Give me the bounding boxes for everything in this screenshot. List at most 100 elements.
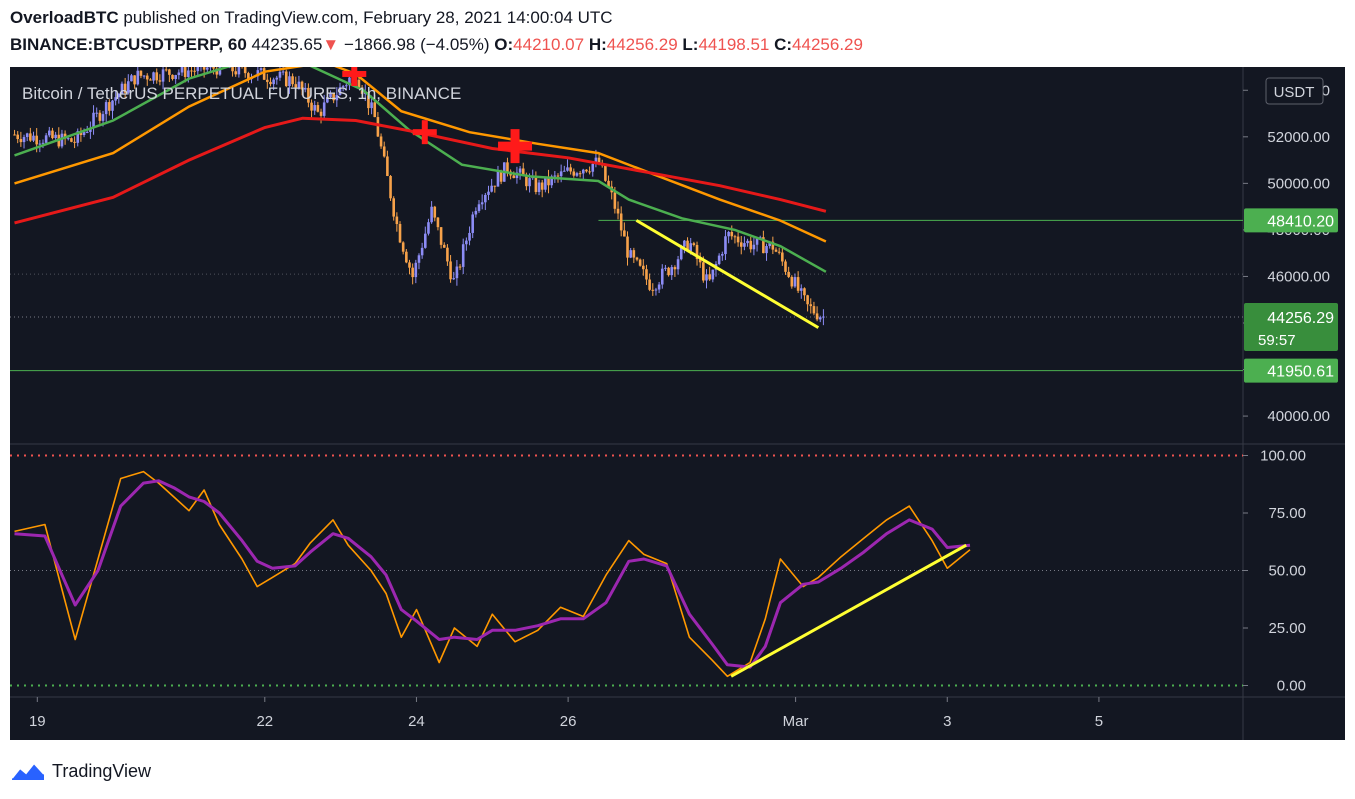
candle-body (629, 250, 632, 258)
candle-body (348, 77, 351, 86)
candle-body (695, 245, 699, 260)
candle-body (215, 68, 219, 75)
candle-body (405, 251, 408, 263)
candle-body (193, 70, 196, 72)
candle-body (534, 176, 538, 192)
osc-axis-label: 100.00 (1260, 448, 1306, 465)
candle-body (632, 250, 636, 258)
candle-body (442, 244, 446, 248)
candle-body (291, 76, 294, 85)
currency-label: USDT (1274, 84, 1315, 101)
candle-body (619, 213, 623, 231)
candle-body (117, 93, 121, 98)
candle-body (218, 67, 222, 75)
candle-body (158, 80, 162, 82)
candle-body (376, 117, 380, 137)
candle-body (427, 222, 430, 234)
candle-body (455, 266, 459, 279)
candle-body (765, 246, 768, 254)
candle-body (66, 138, 70, 140)
candle-body (54, 134, 57, 139)
candle-body (205, 67, 209, 70)
candle-body (133, 75, 136, 85)
author-name[interactable]: OverloadBTC (10, 8, 119, 27)
candle-body (92, 112, 95, 128)
candle-body (345, 85, 348, 87)
candle-body (537, 182, 541, 192)
candle-body (130, 75, 133, 82)
osc-axis-label: 0.00 (1277, 678, 1306, 695)
candle-body (389, 176, 392, 199)
currency-badge (1265, 77, 1324, 105)
candle-body (316, 105, 320, 112)
candle-body (512, 175, 516, 179)
candle-body (468, 232, 471, 241)
high-value: 44256.29 (606, 35, 678, 54)
candle-body (155, 72, 159, 81)
candle-body (164, 69, 168, 71)
candle-body (60, 133, 64, 147)
candle-body (44, 135, 48, 143)
candle-body (29, 133, 32, 141)
candle-body (332, 93, 335, 101)
candle-body (38, 143, 42, 145)
candle-body (449, 261, 452, 280)
candle-body (104, 102, 108, 115)
candle-body (496, 171, 500, 187)
candle-body (259, 68, 263, 71)
price-axis-label: 52000.00 (1267, 129, 1330, 146)
candle-body (98, 112, 102, 121)
candle-body (648, 279, 651, 290)
brand: TradingView (10, 760, 151, 782)
candle-body (812, 306, 816, 314)
candle-body (281, 71, 285, 73)
candle-body (777, 251, 781, 253)
candle-body (95, 112, 98, 114)
candle-body (16, 134, 20, 140)
candle-body (818, 317, 822, 320)
candle-body (329, 93, 332, 98)
time-axis-label: Mar (783, 713, 809, 730)
candle-body (799, 288, 803, 291)
candle-body (392, 198, 396, 217)
candle-body (247, 73, 250, 80)
candle-body (288, 76, 291, 87)
candle-body (367, 92, 370, 109)
publish-header: OverloadBTC published on TradingView.com… (10, 8, 613, 28)
candle-body (149, 79, 152, 81)
candle-body (13, 134, 16, 136)
candle-body (386, 156, 389, 177)
candle-body (436, 217, 440, 228)
candle-body (591, 163, 595, 172)
candle-body (70, 138, 73, 142)
candle-body (266, 79, 269, 82)
candle-body (25, 133, 29, 138)
candle-body (370, 102, 373, 109)
osc-axis-label: 75.00 (1268, 505, 1306, 522)
candle-body (727, 231, 730, 237)
candle-body (22, 137, 26, 143)
candle-body (123, 83, 127, 93)
candle-body (521, 168, 525, 176)
published-text: published on TradingView.com, February 2… (123, 8, 613, 27)
candle-body (243, 67, 247, 74)
candle-body (322, 102, 326, 116)
open-value: 44210.07 (513, 35, 585, 54)
candle-body (120, 83, 124, 94)
last-price: 44235.65 (251, 35, 323, 54)
time-axis-label: 5 (1095, 713, 1103, 730)
down-arrow-icon: ▼ (322, 35, 340, 54)
candle-body (256, 70, 260, 77)
time-axis-label: 19 (29, 713, 46, 730)
candle-body (152, 72, 155, 81)
candle-body (689, 243, 693, 252)
candle-body (41, 142, 45, 144)
candle-body (139, 70, 143, 76)
candle-body (241, 64, 244, 66)
candle-body (787, 271, 790, 277)
oscillator-pane (10, 454, 1243, 687)
high-label: H: (588, 35, 607, 54)
candle-body (490, 185, 493, 192)
candle-body (180, 67, 184, 73)
